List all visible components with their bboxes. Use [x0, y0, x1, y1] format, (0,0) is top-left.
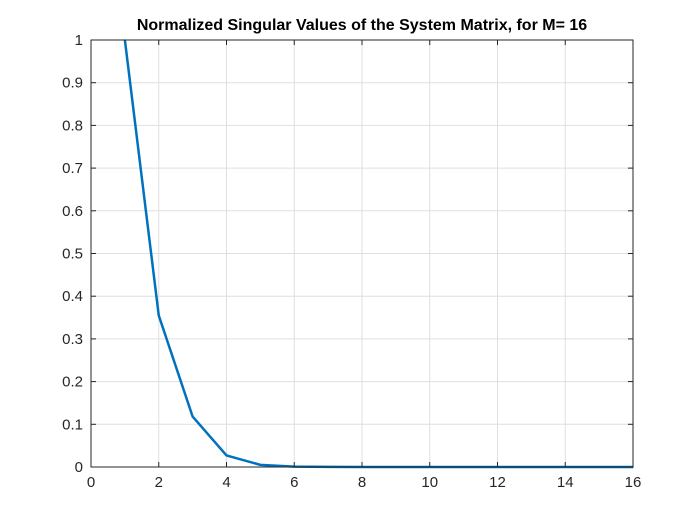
tick-labels: 0 2 4 6 8 10 12 14 16 0 0.1 0.2 0.3 0.4 0.5 0.6 0.7 0.8 0.… [62, 32, 641, 491]
x-tick-label: 8 [358, 474, 366, 491]
x-tick-label: 4 [222, 474, 230, 491]
x-tick-label: 14 [557, 474, 574, 491]
y-tick-label: 0.6 [62, 203, 83, 220]
x-tick-label: 2 [155, 474, 163, 491]
y-tick-label: 0.3 [62, 331, 83, 348]
data-point [259, 464, 262, 466]
y-tick-label: 0.8 [62, 117, 83, 134]
y-tick-label: 0 [75, 459, 83, 476]
y-tick-label: 0.9 [62, 75, 83, 92]
x-tick-label: 12 [489, 474, 506, 491]
data-point [225, 454, 228, 457]
y-tick-label: 0.7 [62, 160, 83, 177]
chart-title: Normalized Singular Values of the System… [137, 17, 587, 34]
data-point [157, 314, 160, 317]
y-tick-label: 0.4 [62, 288, 83, 305]
data-point [191, 415, 194, 418]
x-tick-label: 0 [87, 474, 95, 491]
y-tick-label: 1 [75, 32, 83, 49]
y-tick-label: 0.5 [62, 246, 83, 263]
x-tick-label: 6 [290, 474, 298, 491]
y-tick-label: 0.2 [62, 374, 83, 391]
y-tick-label: 0.1 [62, 416, 83, 433]
grid [90, 39, 634, 468]
x-tick-label: 10 [421, 474, 438, 491]
ticks [90, 39, 634, 468]
x-tick-label: 16 [625, 474, 642, 491]
